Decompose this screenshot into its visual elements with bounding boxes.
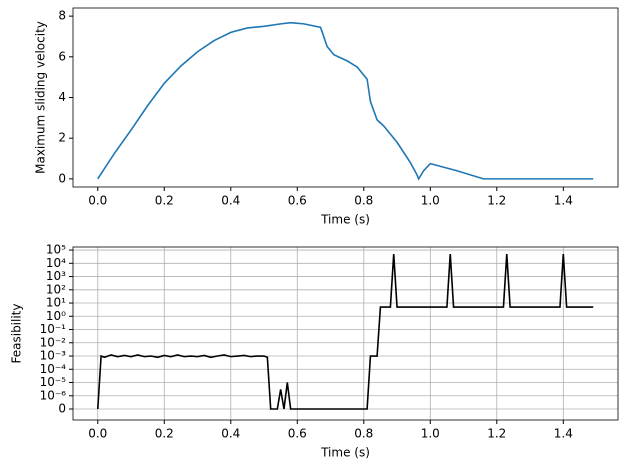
x-tick-label: 0.4 <box>221 194 240 208</box>
y-tick-label: 10¹ <box>46 296 66 310</box>
y-tick-label: 2 <box>58 131 66 145</box>
y-axis-label: Feasibility <box>10 304 24 364</box>
x-tick-label: 0.8 <box>354 427 373 441</box>
y-axis-label: Maximum sliding velocity <box>34 21 48 174</box>
y-tick-label: 0 <box>58 171 66 185</box>
x-tick-label: 1.0 <box>421 427 440 441</box>
line-series <box>96 253 594 410</box>
y-tick-label: 8 <box>58 9 66 23</box>
x-tick-label: 0.4 <box>221 427 240 441</box>
y-tick-label: 10² <box>46 282 66 296</box>
x-tick-label: 1.2 <box>487 194 506 208</box>
x-tick-label: 0.6 <box>288 194 307 208</box>
axes-frame <box>72 246 619 421</box>
x-tick-label: 1.4 <box>554 194 573 208</box>
x-tick-label: 1.2 <box>487 427 506 441</box>
x-tick-label: 0.0 <box>88 194 107 208</box>
axes-frame <box>72 7 619 188</box>
y-tick-label: 4 <box>58 90 66 104</box>
x-tick-label: 1.4 <box>554 427 573 441</box>
y-tick-label: 10⁰ <box>46 309 66 323</box>
x-tick-label: 0.2 <box>155 427 174 441</box>
x-axis-label: Time (s) <box>320 446 370 460</box>
y-tick-label: 10⁵ <box>46 243 66 257</box>
y-tick-label: 10⁻³ <box>40 349 67 363</box>
y-tick-label: 10⁻¹ <box>40 322 67 336</box>
x-axis-label: Time (s) <box>320 213 370 227</box>
y-tick-label: 10³ <box>46 269 66 283</box>
y-tick-label: 10⁻⁶ <box>40 388 67 402</box>
x-tick-label: 0.6 <box>288 427 307 441</box>
y-tick-label: 10⁻² <box>40 335 67 349</box>
y-tick-label: 10⁻⁴ <box>40 362 67 376</box>
x-tick-label: 0.2 <box>155 194 174 208</box>
x-tick-label: 1.0 <box>421 194 440 208</box>
line-series <box>97 21 594 181</box>
y-tick-label: 10⁴ <box>46 256 66 270</box>
y-tick-label: 6 <box>58 49 66 63</box>
x-tick-label: 0.0 <box>88 427 107 441</box>
y-tick-label: 10⁻⁵ <box>40 375 67 389</box>
y-tick-label: 0 <box>58 402 66 416</box>
x-tick-label: 0.8 <box>354 194 373 208</box>
